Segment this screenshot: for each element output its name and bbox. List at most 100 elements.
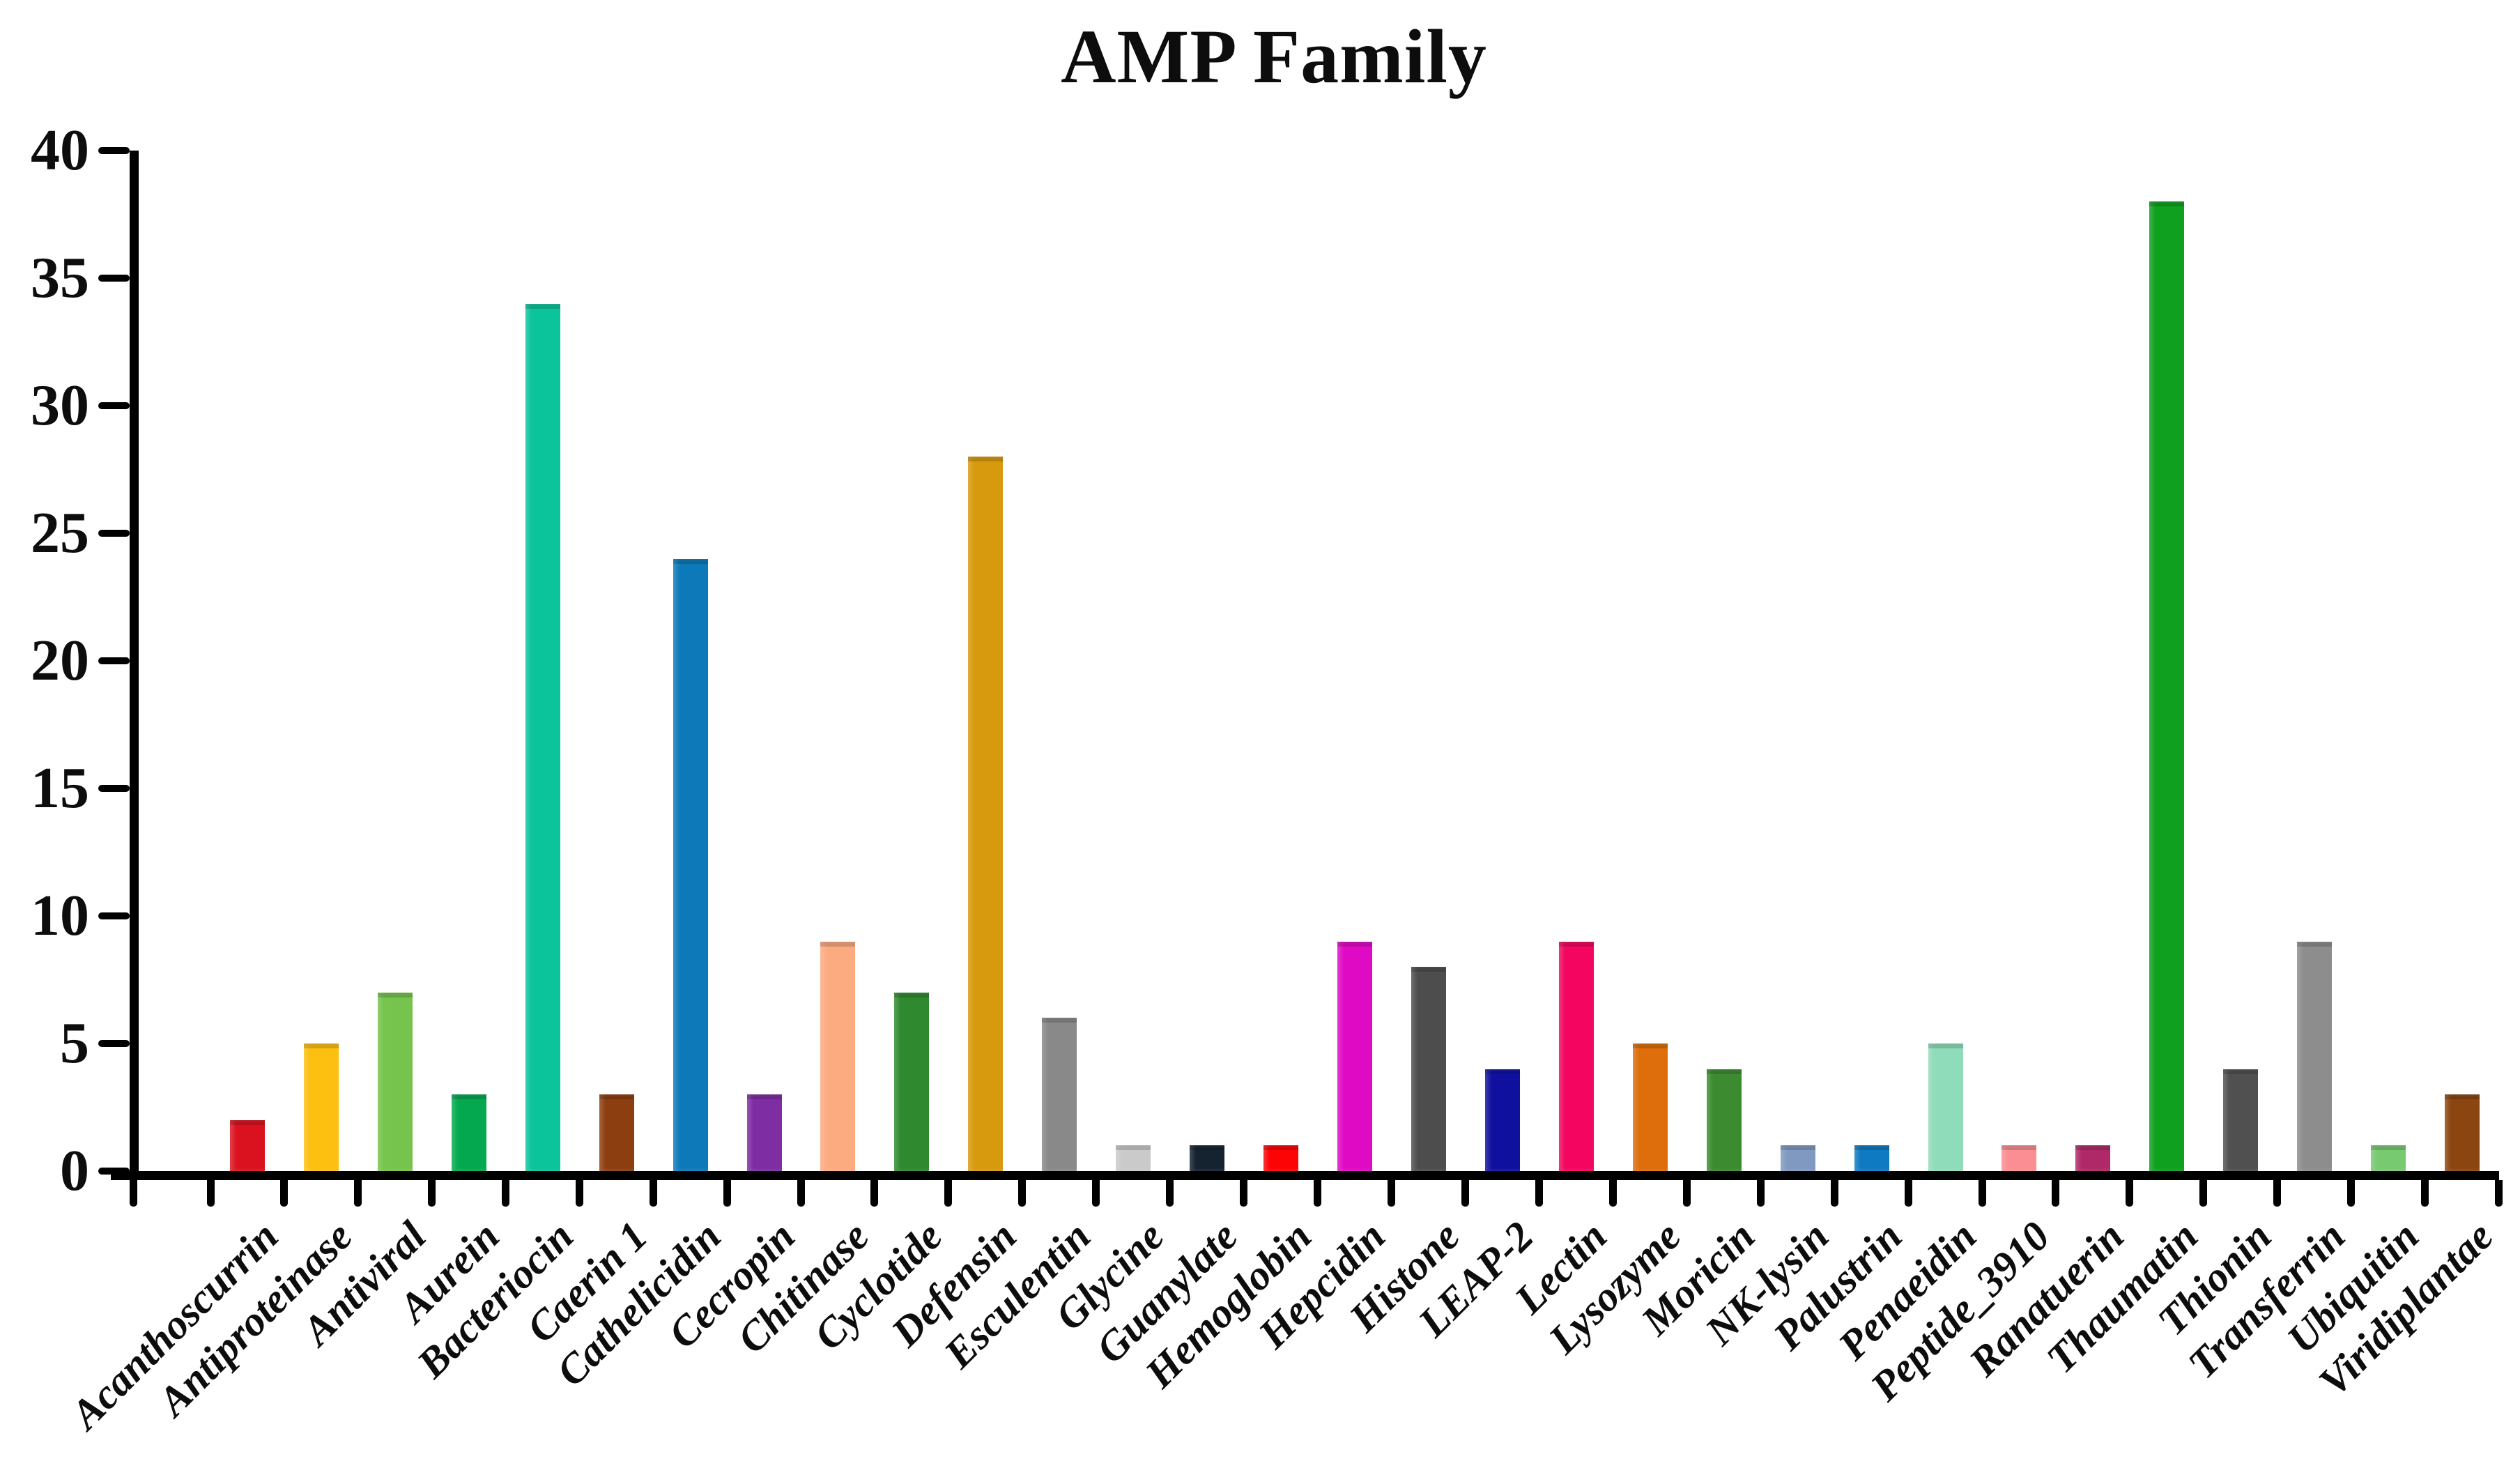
bar [1190,1145,1225,1171]
x-axis-tick [279,1180,288,1207]
category-cells: Acanthoscurrin Antiproteinase Antiviral Aur… [62,151,2503,1437]
x-axis-tick [2421,1180,2429,1207]
x-axis-tick [1756,1180,1765,1207]
bar [1484,1069,1520,1171]
x-axis-tick [1314,1180,1322,1207]
category-cell: Bacteriocin [408,151,583,1386]
category-cell: Cyclotide [806,151,953,1359]
y-axis-tick-label: 40 [31,118,89,183]
category-cell: Cathelicidin [548,151,731,1395]
y-axis-tick [98,1168,130,1175]
bar [2445,1094,2480,1171]
category-cell: Antiviral [293,151,436,1354]
x-axis-tick [1608,1180,1617,1207]
x-axis-tick [2199,1180,2208,1207]
category-cell: Thionin [2149,151,2282,1344]
y-axis-tick-label: 10 [31,883,89,948]
category-cell: LEAP-2 [1409,151,1543,1345]
bar [2371,1145,2406,1171]
bar [2297,941,2333,1171]
x-axis-tick [1682,1180,1691,1207]
category-cell: Viridiplantae [2310,151,2503,1405]
category-cell: Acanthoscurrin [62,151,288,1437]
x-axis-tick [1461,1180,1469,1207]
bar [1706,1069,1742,1171]
category-cell: Glycine [1047,151,1174,1339]
y-axis-tick [98,1040,130,1047]
category-cell: Defensin [882,151,1027,1355]
x-axis-tick [575,1180,583,1207]
x-axis-tick [1018,1180,1027,1207]
y-axis-tick [98,402,130,409]
y-axis-tick [98,147,130,154]
bar [894,992,930,1171]
y-axis-tick [98,912,130,919]
category-cell: Thaumatin [2038,151,2208,1382]
x-axis-origin-tick [130,1180,137,1207]
x-axis-tick [797,1180,805,1207]
bar [2149,201,2185,1171]
y-axis-tick-label: 5 [60,1011,89,1076]
category-cell: Cecropin [659,151,805,1357]
x-axis-tick [1092,1180,1100,1207]
x-axis-tick [2273,1180,2282,1207]
category-cell: Hemoglobin [1137,151,1322,1396]
y-axis-tick-label: 30 [31,373,89,438]
bar [229,1119,265,1171]
y-axis-tick-label: 20 [31,628,89,693]
x-axis-tick [2052,1180,2060,1207]
bar [599,1094,634,1171]
x-axis-tick [207,1180,215,1207]
plot-area: Acanthoscurrin Antiproteinase Antiviral Aur… [31,121,2503,1437]
category-cell: Aurein [390,151,509,1331]
x-axis-tick [1904,1180,1912,1207]
x-axis-tick [870,1180,879,1207]
y-axis-tick-label: 35 [31,245,89,310]
category-cell: Penaeidin [1829,151,1986,1368]
category-cell: Transferrin [2180,151,2356,1387]
bar [1263,1145,1299,1171]
bar [1116,1145,1151,1171]
y-axis-tick [98,275,130,282]
category-cell: Chitinase [728,151,879,1362]
x-axis-tick [944,1180,953,1207]
chart-title: AMP Family [1061,14,1487,99]
x-axis-tick [353,1180,362,1207]
bar [673,558,708,1171]
category-cell: Ubiquitin [2279,151,2429,1362]
bar [1042,1018,1077,1171]
x-axis-tick [1535,1180,1543,1207]
bar [2075,1145,2111,1171]
y-axis-tick-label: 0 [60,1138,89,1203]
bar [1854,1145,1889,1171]
category-cell: Ranatuerin [1960,151,2134,1385]
bar [303,1043,339,1171]
x-axis-tick [2347,1180,2356,1207]
category-cell: Histone [1340,151,1469,1340]
x-axis-tick [649,1180,657,1207]
bar [525,303,560,1171]
x-axis-tick [1388,1180,1395,1207]
bar [968,457,1004,1171]
category-cell: Guanylate [1088,151,1248,1372]
category-cell: Palustrin [1765,151,1912,1359]
x-axis-tick [723,1180,731,1207]
category-cell: Antiproteinase [149,151,362,1425]
bar [820,941,856,1171]
bar [1632,1043,1668,1171]
category-cell: Esculentin [935,151,1100,1377]
bar [1558,941,1594,1171]
bar [2223,1069,2259,1171]
x-axis-tick [1978,1180,1986,1207]
x-axis-tick [427,1180,436,1207]
category-cell: Hepcidin [1250,151,1395,1357]
y-axis-tick [98,657,130,664]
category-cell: Peptide_3910 [1862,151,2060,1409]
category-cell: NK-lysin [1696,151,1838,1354]
category-cell: Caerin 1 [517,151,657,1352]
bar [1337,941,1373,1171]
x-axis-tick [501,1180,509,1207]
x-axis-tick [1830,1180,1838,1207]
bar [1928,1043,1963,1171]
